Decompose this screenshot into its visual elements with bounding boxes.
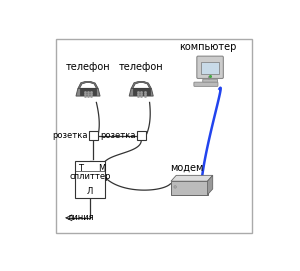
Text: М: М bbox=[99, 164, 106, 173]
Bar bbox=[88, 131, 98, 140]
Circle shape bbox=[174, 186, 176, 188]
FancyBboxPatch shape bbox=[197, 56, 223, 79]
Bar bbox=[136, 131, 146, 140]
Polygon shape bbox=[171, 175, 213, 181]
Polygon shape bbox=[208, 175, 213, 195]
Text: сплиттер: сплиттер bbox=[69, 172, 111, 181]
FancyBboxPatch shape bbox=[133, 88, 150, 95]
FancyBboxPatch shape bbox=[202, 62, 219, 74]
FancyBboxPatch shape bbox=[171, 181, 208, 195]
FancyBboxPatch shape bbox=[56, 39, 252, 233]
Polygon shape bbox=[76, 88, 100, 96]
FancyBboxPatch shape bbox=[194, 82, 218, 86]
FancyBboxPatch shape bbox=[203, 79, 218, 82]
Polygon shape bbox=[131, 81, 151, 88]
Text: телефон: телефон bbox=[119, 62, 164, 72]
Text: Л: Л bbox=[87, 186, 93, 195]
Bar bbox=[75, 161, 105, 198]
Text: розетка: розетка bbox=[101, 131, 136, 140]
Text: компьютер: компьютер bbox=[179, 42, 237, 52]
FancyBboxPatch shape bbox=[80, 88, 96, 95]
Text: Т: Т bbox=[78, 164, 83, 173]
Text: линия: линия bbox=[68, 213, 95, 222]
Polygon shape bbox=[129, 88, 153, 96]
Polygon shape bbox=[78, 81, 98, 88]
Text: розетка: розетка bbox=[53, 131, 88, 140]
Text: модем: модем bbox=[170, 163, 204, 173]
Text: телефон: телефон bbox=[66, 62, 110, 72]
